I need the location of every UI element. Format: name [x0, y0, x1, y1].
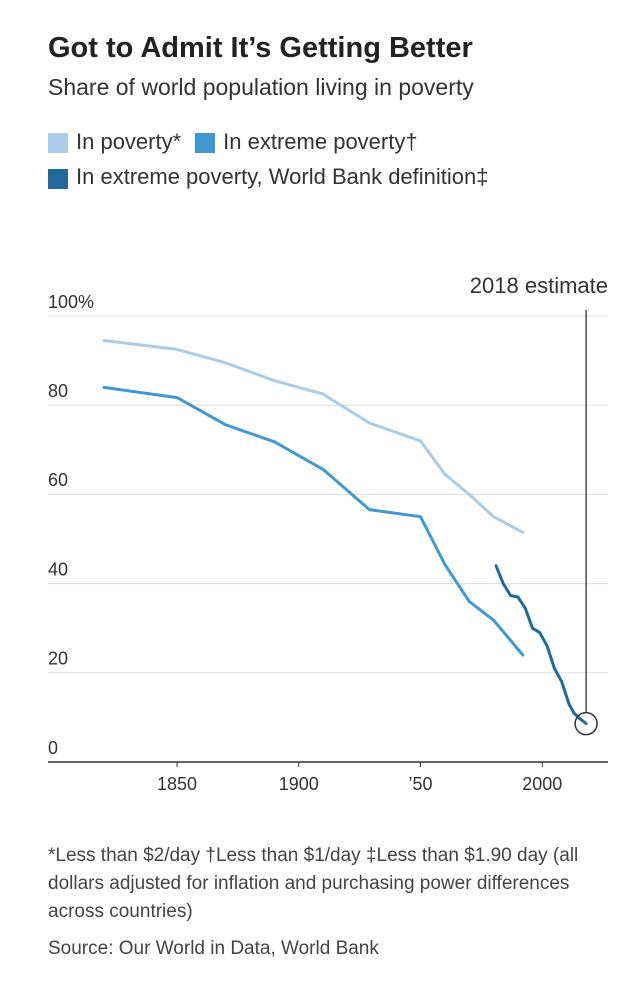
legend-item: In extreme poverty, World Bank definitio… [48, 160, 528, 194]
y-tick-label: 80 [48, 381, 68, 401]
x-tick-label: 2000 [522, 774, 562, 794]
y-tick-label: 100% [48, 292, 94, 312]
x-tick-label: 1900 [279, 774, 319, 794]
x-tick-label: ’50 [409, 774, 433, 794]
x-tick-label: 1850 [157, 774, 197, 794]
legend-label: In extreme poverty† [223, 129, 418, 154]
legend-swatch [195, 133, 216, 153]
source: Source: Our World in Data, World Bank [48, 938, 379, 959]
chart-subtitle: Share of world population living in pove… [48, 74, 474, 100]
legend-item: In poverty* [48, 124, 181, 160]
y-tick-label: 0 [48, 738, 58, 758]
y-tick-label: 40 [48, 559, 68, 579]
annotation: 2018 estimate [470, 273, 608, 298]
legend: In poverty* In extreme poverty† In extreme… [48, 124, 528, 194]
series-line [102, 339, 525, 534]
y-tick-label: 20 [48, 649, 68, 669]
y-tick-label: 60 [48, 470, 68, 490]
series-line [494, 564, 588, 726]
legend-swatch [48, 169, 68, 189]
series-line [102, 385, 525, 657]
legend-label: In poverty* [76, 129, 182, 154]
legend-label: In extreme poverty, World Bank definitio… [76, 164, 489, 189]
legend-item: In extreme poverty† [195, 124, 418, 160]
legend-swatch [48, 133, 68, 153]
annotation-circle [574, 711, 598, 736]
chart-title: Got to Admit It’s Getting Better [48, 32, 473, 64]
footnote: *Less than $2/day †Less than $1/day ‡Les… [48, 845, 579, 922]
